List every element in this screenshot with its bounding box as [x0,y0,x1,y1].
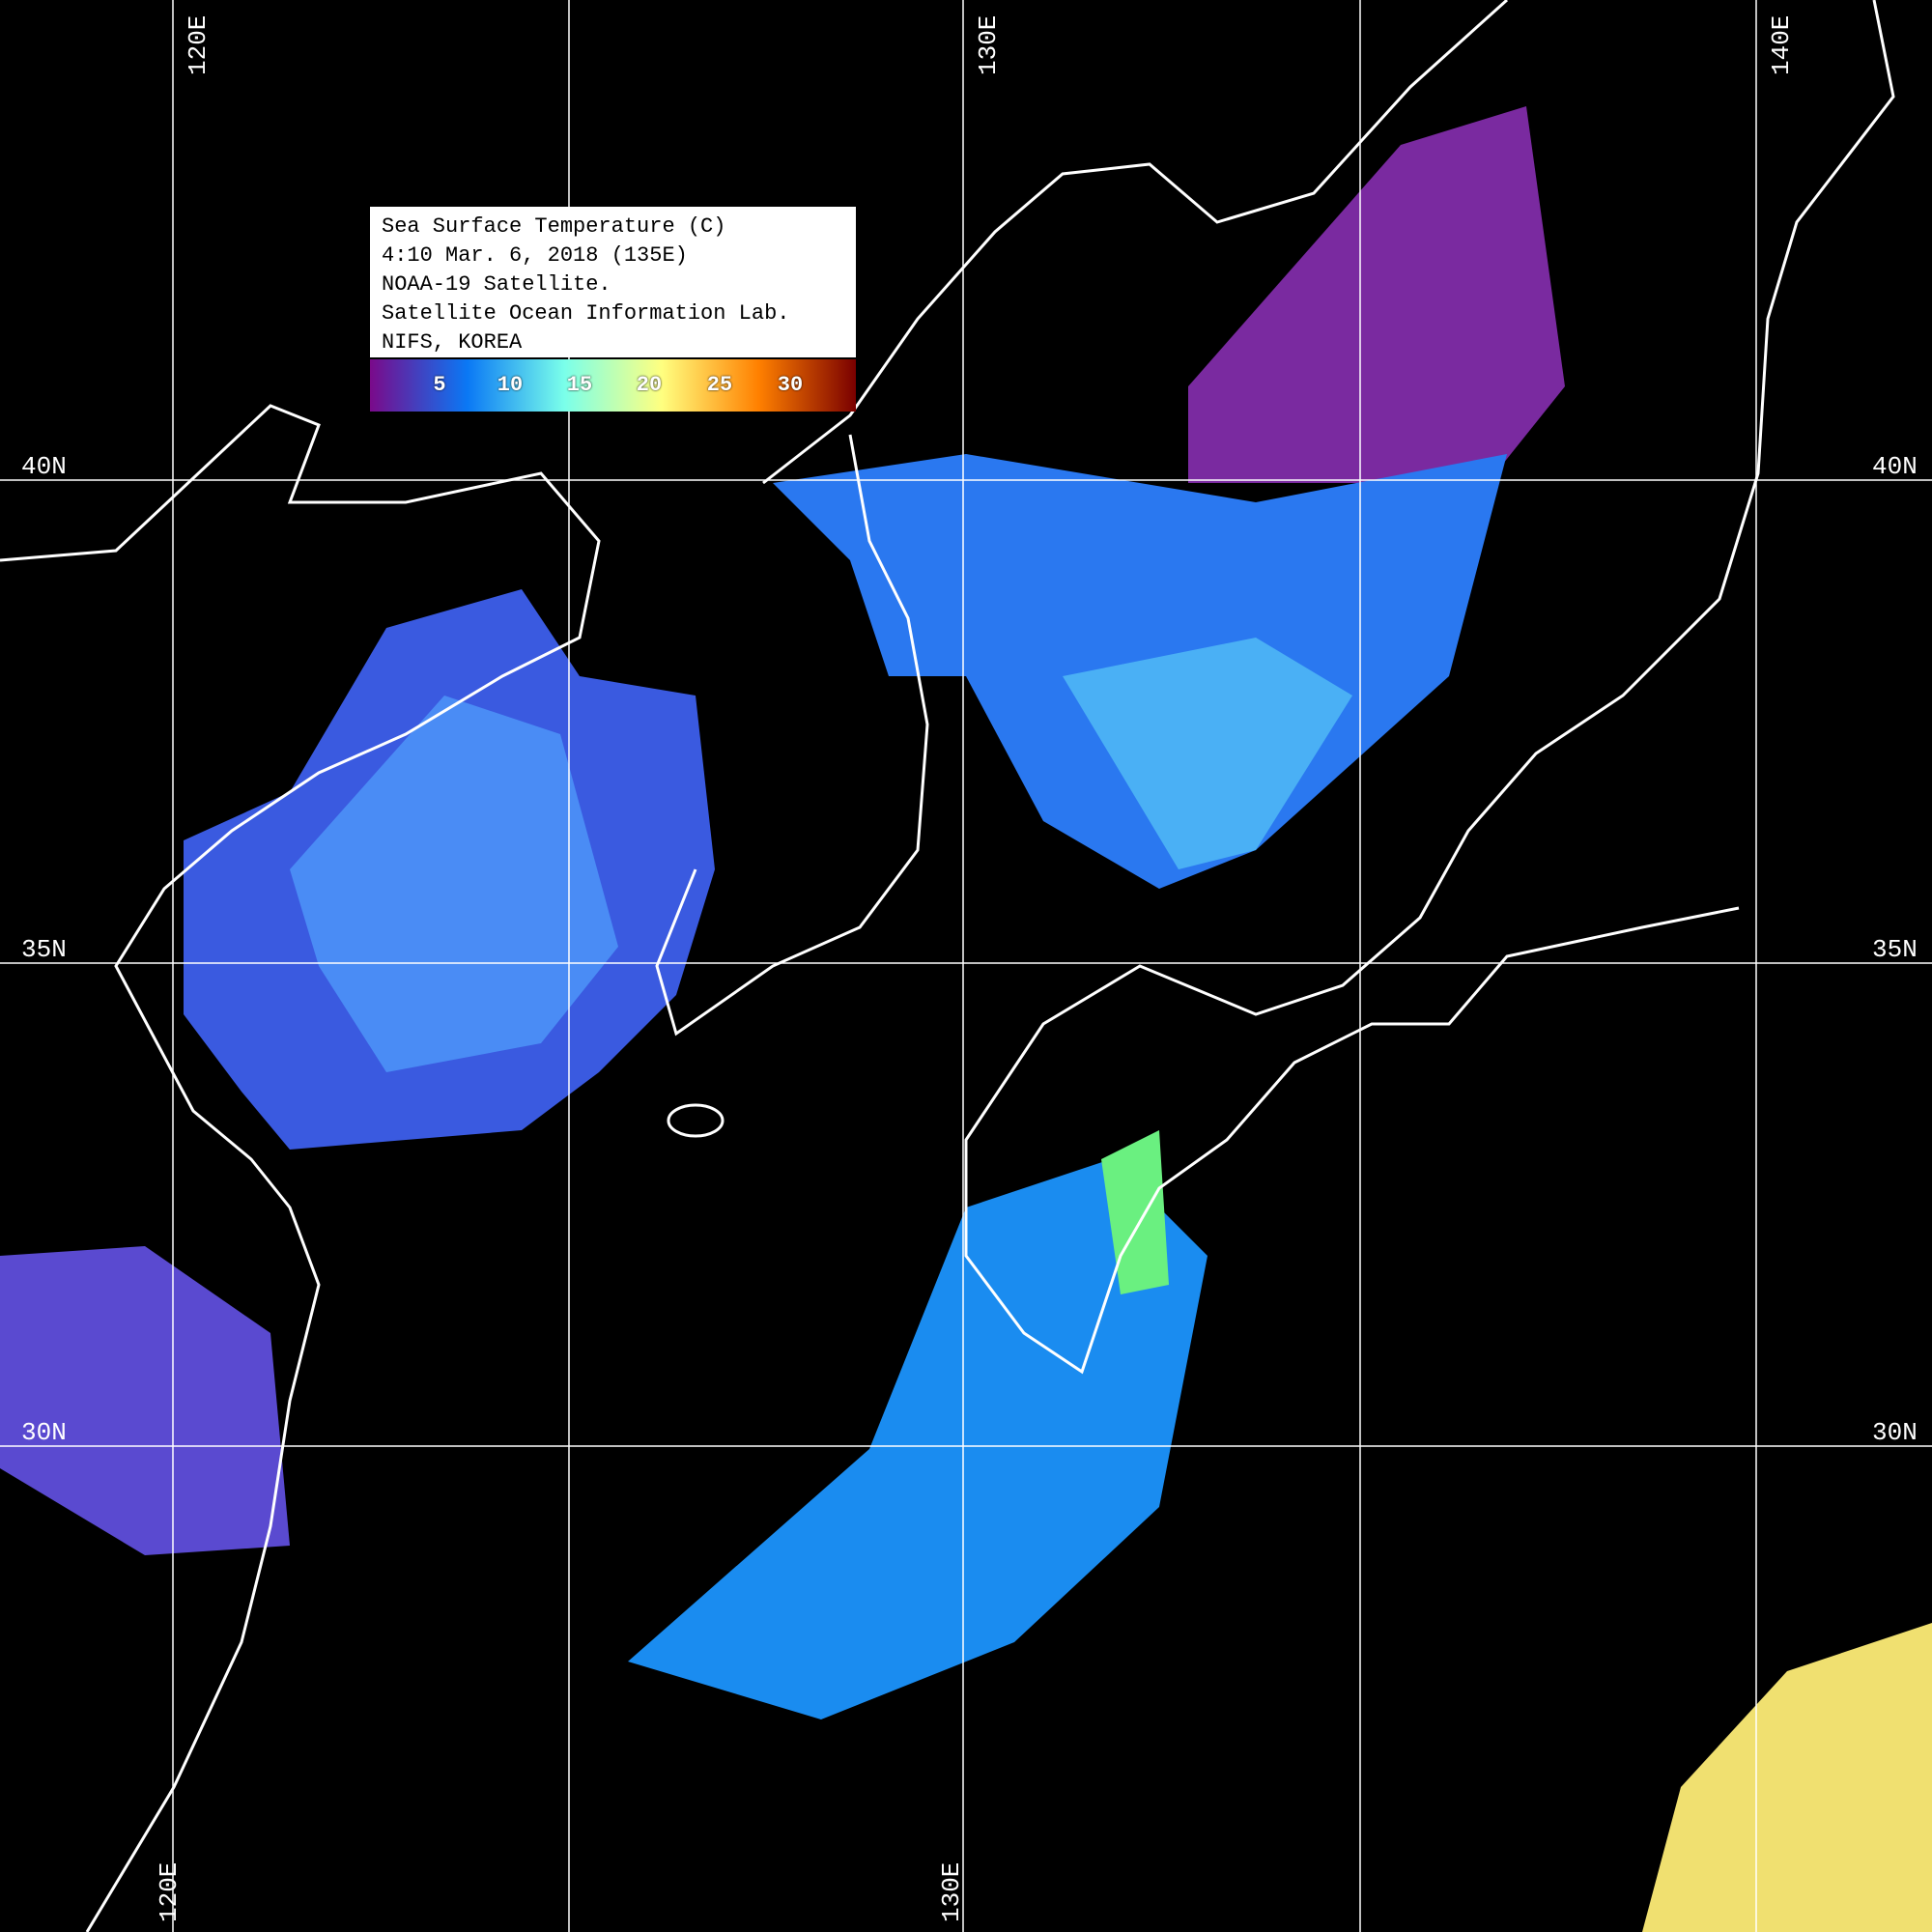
lat-label-40n-left: 40N [21,452,67,481]
lon-label-140e-top: 140E [1767,14,1796,75]
lat-label-35n-right: 35N [1872,935,1918,964]
east-sea-warm [1063,638,1352,869]
colorbar-tick: 15 [566,373,593,397]
lat-label-30n-left: 30N [21,1418,67,1447]
legend-datetime: 4:10 Mar. 6, 2018 (135E) [382,243,688,268]
lat-label-40n-right: 40N [1872,452,1918,481]
yellow-sea-warm [290,696,618,1072]
colorbar-tick: 20 [636,373,663,397]
east-sea-north [1188,106,1565,483]
colorbar: 5 10 15 20 25 30 [370,359,856,412]
lat-label-30n-right: 30N [1872,1418,1918,1447]
legend-satellite: NOAA-19 Satellite. [382,272,611,297]
lon-label-130e-top: 130E [974,14,1003,75]
legend-box: Sea Surface Temperature (C) 4:10 Mar. 6,… [370,207,856,357]
legend-org: NIFS, KOREA [382,330,523,355]
colorbar-tick: 5 [433,373,446,397]
legend-lab: Satellite Ocean Information Lab. [382,301,790,326]
pacific-warm [1642,1623,1932,1932]
legend-title: Sea Surface Temperature (C) [382,214,726,239]
colorbar-tick: 10 [497,373,524,397]
lon-label-120e-top: 120E [184,14,213,75]
east-china-sea-sst [0,1246,290,1555]
colorbar-tick: 30 [777,373,804,397]
kuroshio-sst [628,1159,1208,1719]
colorbar-tick: 25 [706,373,733,397]
tsushima-green [1101,1130,1169,1294]
lat-label-35n-left: 35N [21,935,67,964]
lon-label-120e-bottom: 120E [155,1861,184,1922]
lon-label-130e-bottom: 130E [937,1861,966,1922]
